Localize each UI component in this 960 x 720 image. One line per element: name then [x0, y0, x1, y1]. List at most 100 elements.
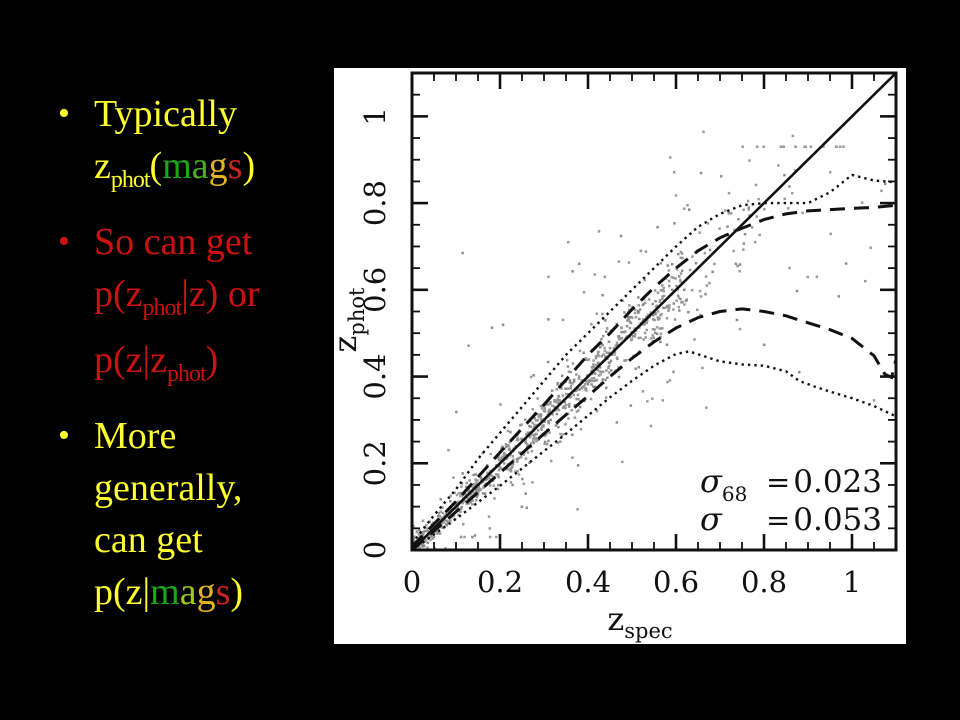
data-point — [562, 405, 566, 408]
data-point — [490, 474, 494, 478]
data-point — [506, 468, 509, 471]
data-point — [680, 301, 683, 304]
data-point — [634, 316, 638, 319]
data-point — [421, 533, 424, 537]
data-point — [748, 214, 751, 217]
data-point — [624, 359, 628, 362]
data-point — [636, 309, 640, 313]
data-point — [674, 277, 677, 280]
data-point — [520, 437, 523, 441]
data-point — [737, 218, 740, 221]
data-point — [667, 309, 670, 312]
text-segment: s — [227, 145, 243, 187]
data-point — [443, 519, 446, 522]
data-point — [655, 326, 659, 329]
data-point — [551, 404, 554, 407]
data-point — [475, 481, 478, 485]
sigma-symbol-2: σ — [700, 500, 723, 538]
data-point — [547, 439, 550, 443]
data-point — [777, 164, 780, 167]
data-point — [637, 311, 640, 315]
data-point — [483, 492, 487, 495]
data-point — [647, 298, 651, 301]
data-point — [589, 379, 593, 382]
data-point — [592, 365, 595, 368]
text-segment: More — [94, 415, 177, 457]
data-point — [429, 533, 432, 537]
text-segment: ( — [149, 145, 163, 187]
x-tick-label: 0 — [403, 565, 421, 599]
data-point — [612, 347, 616, 350]
data-point — [459, 507, 463, 510]
data-point — [699, 171, 703, 175]
data-point — [884, 182, 887, 186]
data-point — [460, 485, 463, 488]
data-point — [815, 275, 819, 279]
data-point — [557, 425, 560, 429]
data-point — [485, 477, 488, 480]
data-point — [672, 171, 676, 174]
data-point — [568, 379, 572, 382]
data-point — [569, 370, 573, 374]
data-point — [661, 297, 664, 301]
sigma-value-2: 0.053 — [793, 502, 882, 538]
data-point — [498, 465, 501, 468]
data-point — [675, 284, 678, 288]
data-point — [880, 189, 883, 193]
data-point — [781, 145, 784, 148]
data-point — [782, 145, 786, 148]
data-point — [514, 470, 517, 473]
data-point — [704, 275, 708, 278]
text-segment: a — [191, 145, 209, 187]
data-point — [679, 278, 682, 282]
data-point — [691, 255, 694, 258]
data-point — [481, 451, 484, 455]
data-point — [508, 440, 512, 444]
data-point — [459, 510, 462, 513]
data-point — [609, 359, 613, 363]
data-point — [742, 208, 745, 211]
data-point — [433, 524, 436, 528]
data-point — [531, 421, 535, 425]
data-point — [543, 442, 546, 446]
data-point — [528, 435, 532, 439]
data-point — [532, 441, 536, 445]
data-point — [746, 199, 750, 203]
data-point — [584, 387, 588, 390]
data-point — [487, 515, 491, 518]
data-point — [526, 431, 529, 434]
data-point — [489, 484, 492, 487]
data-point — [617, 366, 620, 369]
data-point — [526, 443, 529, 446]
data-point — [589, 397, 593, 401]
data-point — [698, 289, 702, 293]
data-point — [469, 493, 473, 496]
data-point — [567, 417, 570, 420]
data-point — [627, 319, 631, 322]
data-point — [538, 414, 542, 417]
data-point — [628, 316, 631, 319]
data-point — [742, 242, 746, 245]
data-point — [556, 408, 559, 411]
data-point — [543, 440, 547, 444]
data-point — [591, 385, 595, 388]
data-point — [860, 201, 864, 204]
data-point — [446, 519, 449, 522]
data-point — [459, 535, 463, 539]
data-point — [547, 420, 550, 423]
data-point — [580, 386, 584, 390]
data-point — [543, 420, 547, 423]
data-point — [617, 335, 621, 338]
data-point — [474, 473, 477, 476]
data-point — [630, 337, 634, 341]
data-point — [656, 225, 659, 229]
data-point — [504, 445, 508, 449]
text-segment: g — [208, 145, 228, 187]
data-point — [601, 343, 604, 347]
bullet-line: More — [94, 410, 338, 462]
data-point — [576, 387, 579, 390]
data-point — [651, 397, 654, 400]
data-point — [585, 389, 588, 392]
text-segment: phot — [142, 295, 183, 321]
data-point — [566, 412, 570, 415]
